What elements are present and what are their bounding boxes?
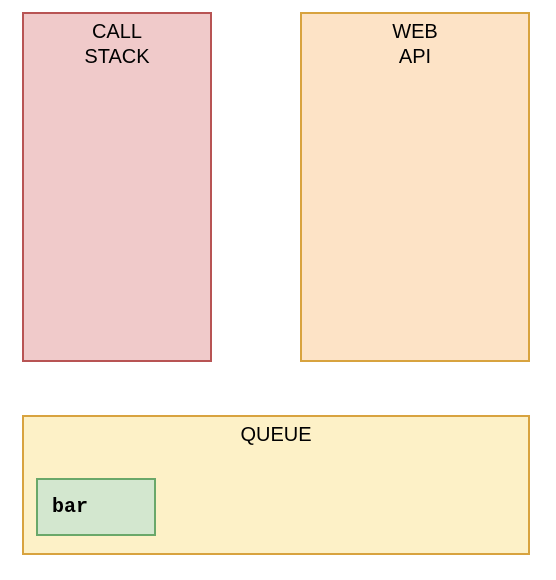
- queue-item-label: bar: [52, 496, 88, 519]
- queue-item: bar: [36, 478, 156, 536]
- web-api-box: WEB API: [300, 12, 530, 362]
- call-stack-label: CALL STACK: [24, 14, 210, 70]
- web-api-label: WEB API: [302, 14, 528, 70]
- queue-label: QUEUE: [24, 417, 528, 448]
- call-stack-box: CALL STACK: [22, 12, 212, 362]
